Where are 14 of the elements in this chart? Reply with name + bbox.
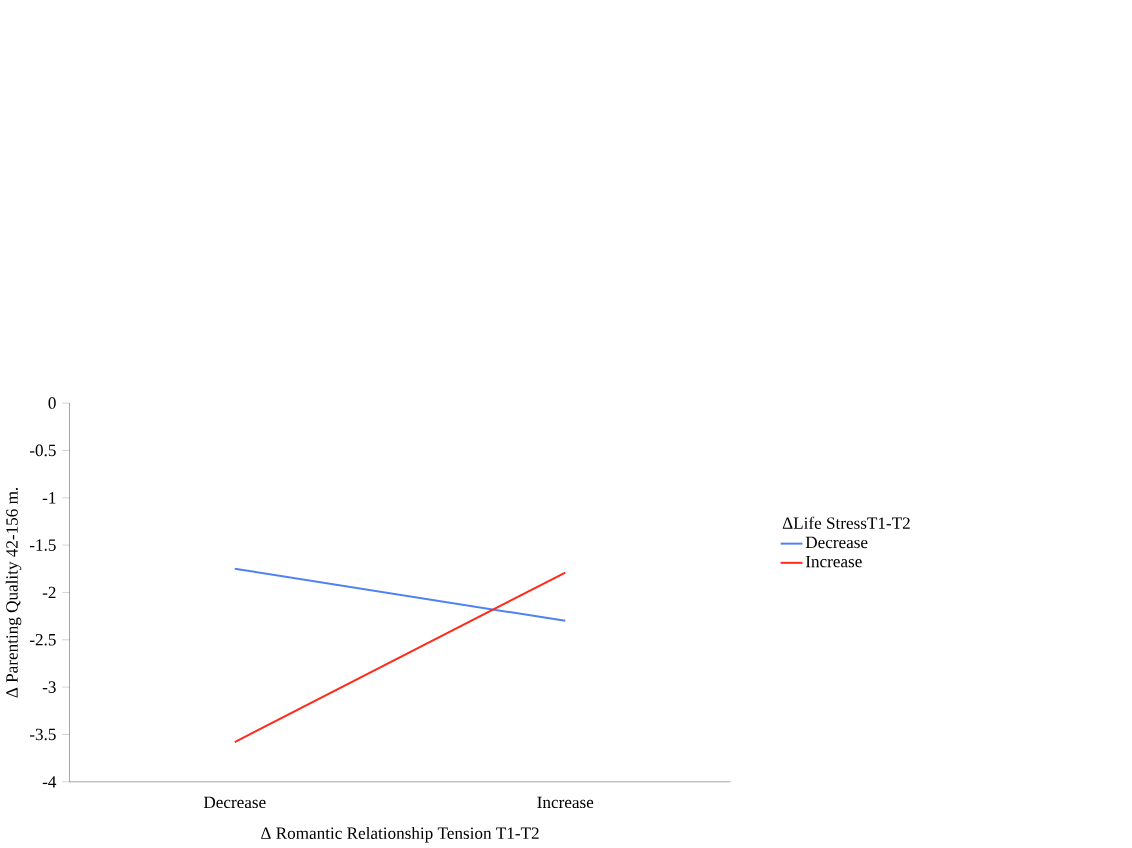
y-tick-label: -2.5 (29, 633, 56, 646)
y-tick-label: -1.5 (29, 539, 56, 551)
y-axis-title: Δ Parenting Quality 42-156 m. (5, 487, 22, 698)
y-tick-label: -1 (42, 492, 56, 504)
y-tick-label: -3 (42, 681, 56, 693)
legend-label: Increase (805, 555, 862, 568)
x-axis-title: Δ Romantic Relationship Tension T1-T2 (261, 826, 539, 843)
legend-label: Decrease (805, 536, 868, 549)
y-tick-label: -0.5 (29, 444, 56, 457)
legend-title: ΔLife StressT1-T2 (782, 516, 910, 529)
y-tick-label: 0 (48, 397, 56, 409)
y-tick-label: -3.5 (29, 728, 56, 741)
y-tick-label: -4 (42, 776, 57, 788)
y-tick-label: -2 (42, 586, 56, 599)
